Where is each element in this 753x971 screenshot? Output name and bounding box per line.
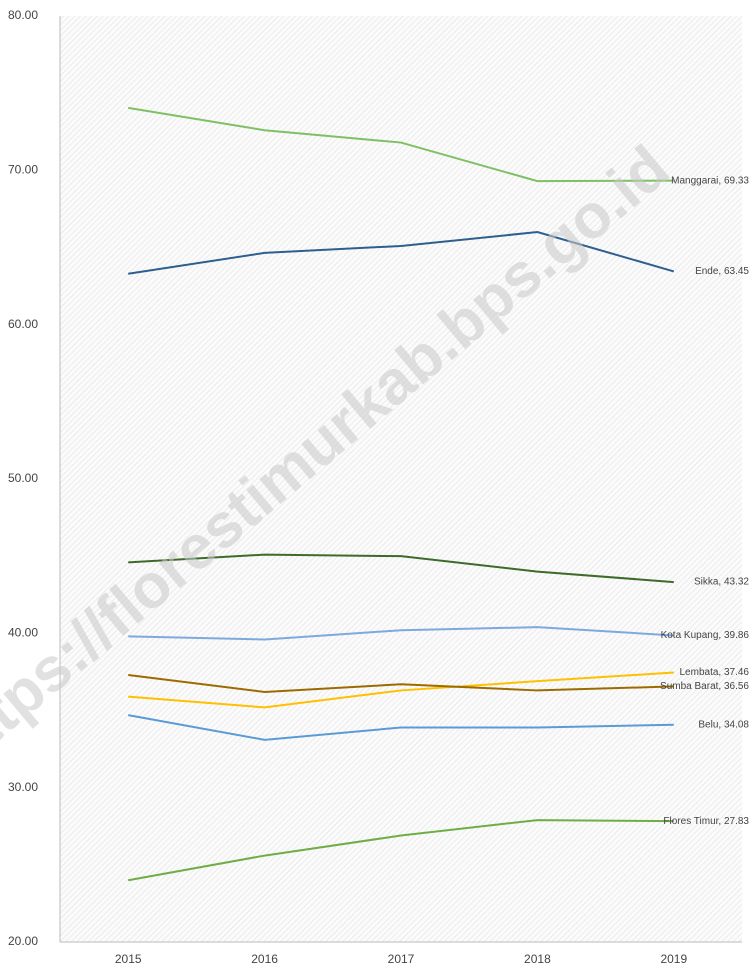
series-line (128, 106, 674, 183)
x-tick-label: 2016 (251, 952, 278, 966)
plot-area (60, 16, 742, 942)
y-tick-label: 50.00 (8, 471, 38, 485)
series-line (128, 819, 674, 882)
data-label: Flores Timur, 27.83 (663, 816, 749, 827)
y-tick-label: 80.00 (8, 8, 38, 22)
x-tick-label: 2019 (660, 952, 687, 966)
data-label: Kota Kupang, 39.86 (661, 630, 750, 641)
data-label: Lembata, 37.46 (680, 667, 750, 678)
data-label: Sumba Barat, 36.56 (660, 681, 749, 692)
x-tick-label: 2017 (388, 952, 415, 966)
y-tick-label: 70.00 (8, 163, 38, 177)
series-line (128, 626, 674, 641)
series-line (128, 674, 674, 693)
series-line (128, 671, 674, 709)
series-line (128, 553, 674, 584)
y-tick-label: 30.00 (8, 780, 38, 794)
data-label: Sikka, 43.32 (694, 577, 749, 588)
series-line (128, 231, 675, 275)
data-label: Ende, 63.45 (695, 266, 749, 277)
series-line (128, 714, 674, 741)
y-tick-label: 60.00 (8, 317, 38, 331)
data-label: Belu, 34.08 (698, 719, 749, 730)
y-tick-label: 40.00 (8, 626, 38, 640)
data-label: Manggarai, 69.33 (671, 175, 749, 186)
x-tick-label: 2015 (115, 952, 142, 966)
x-tick-label: 2018 (524, 952, 551, 966)
y-tick-label: 20.00 (8, 934, 38, 948)
